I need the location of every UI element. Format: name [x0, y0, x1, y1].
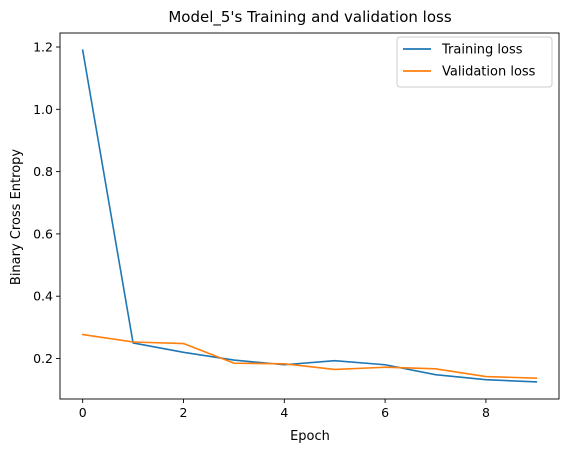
y-tick-label: 1.2 [33, 40, 53, 55]
legend: Training loss Validation loss [396, 36, 553, 88]
y-axis-label: Binary Cross Entropy [9, 149, 24, 285]
x-tick-label: 6 [381, 405, 389, 420]
series-layer [81, 49, 538, 383]
x-axis-label: Epoch [290, 429, 330, 444]
y-tick-label: 0.2 [33, 351, 53, 366]
x-tick-label: 2 [180, 405, 188, 420]
chart-title: Model_5's Training and validation loss [168, 8, 452, 27]
y-tick-label: 0.6 [33, 226, 53, 241]
legend-label-validation-loss: Validation loss [442, 65, 536, 80]
legend-box [396, 36, 553, 88]
axes-layer: 0 2 4 6 8 0.2 0.4 0.6 0.8 1.0 1.2 [33, 32, 560, 420]
series-line-validation-loss [81, 333, 538, 379]
plot-frame [59, 32, 560, 400]
x-tick-label: 8 [482, 405, 490, 420]
legend-label-training-loss: Training loss [441, 43, 523, 58]
x-tick-label: 0 [79, 405, 87, 420]
series-line-training-loss [81, 49, 538, 383]
y-tick-label: 0.4 [33, 289, 53, 304]
x-tick-label: 4 [280, 405, 288, 420]
y-tick-label: 0.8 [33, 164, 53, 179]
y-tick-label: 1.0 [33, 102, 53, 117]
